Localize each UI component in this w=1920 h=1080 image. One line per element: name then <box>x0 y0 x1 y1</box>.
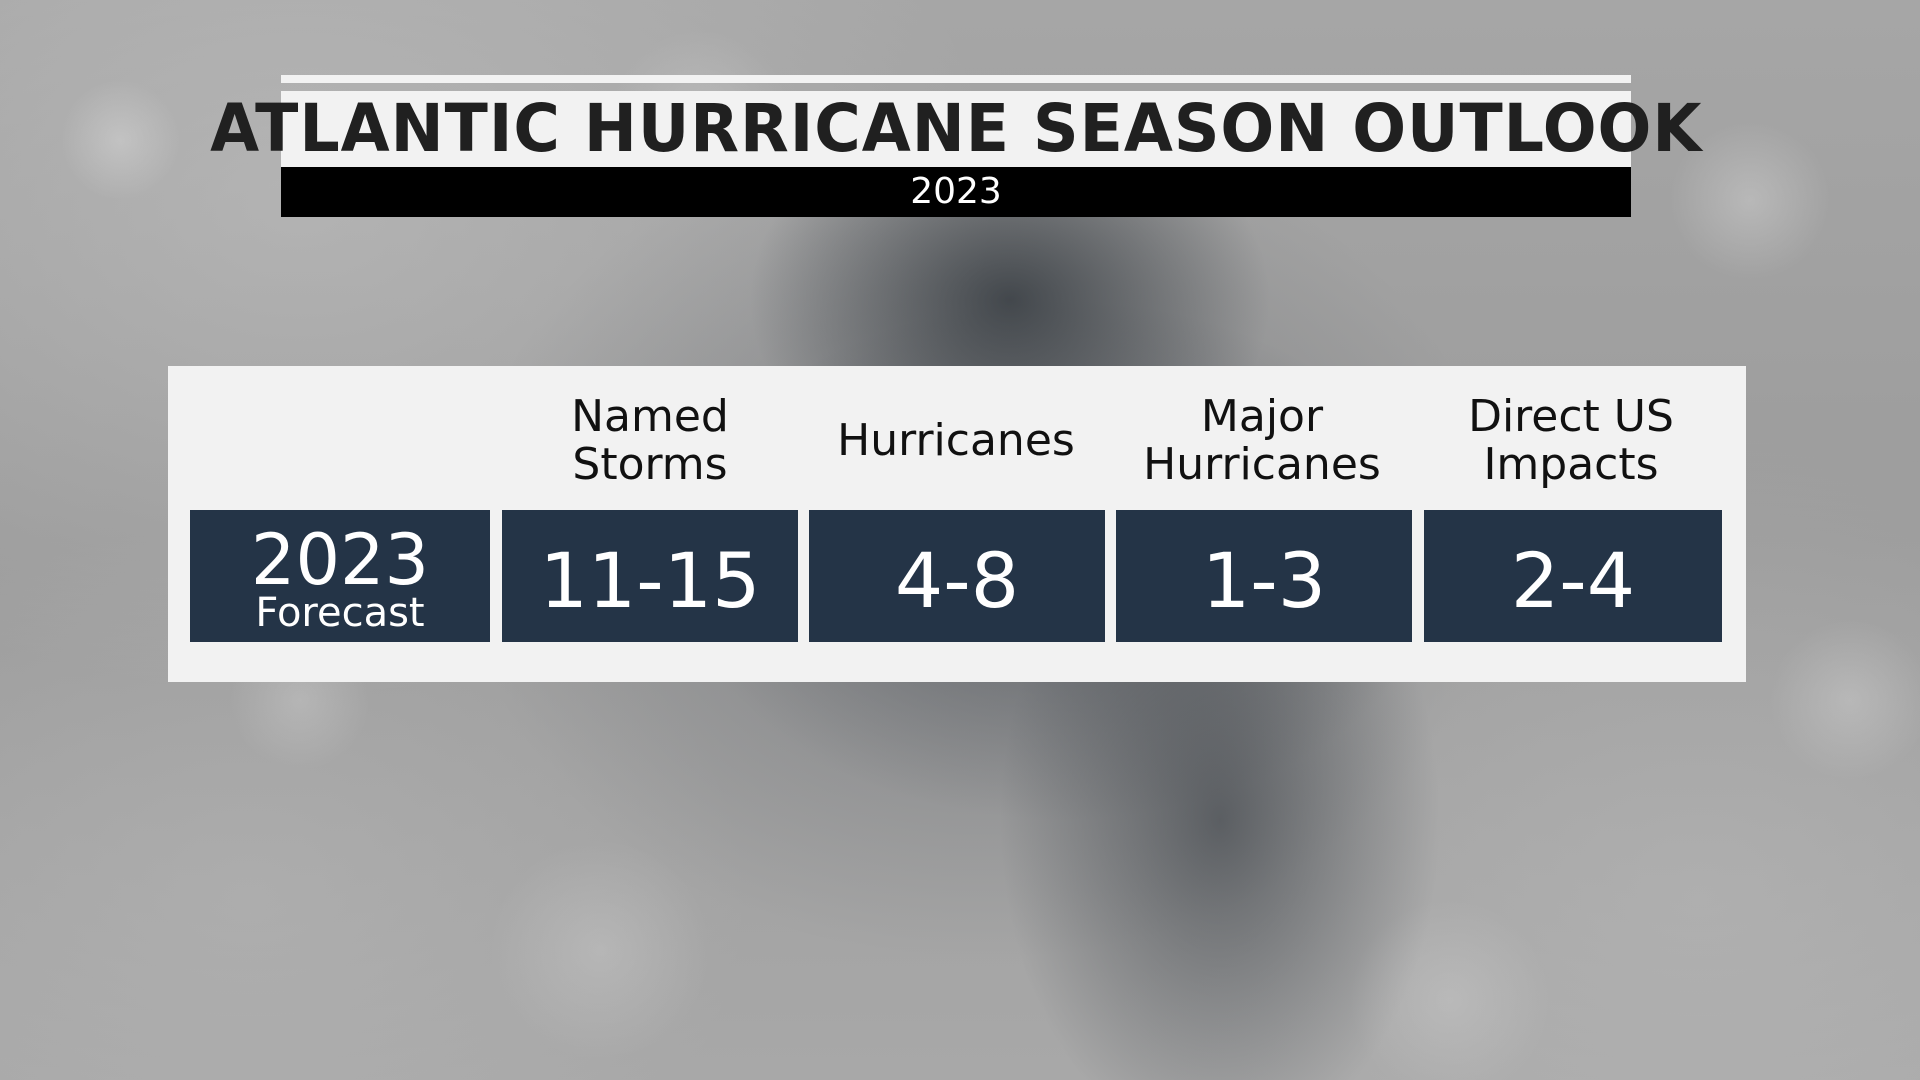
value-direct-us-impacts: 2-4 <box>1510 536 1636 625</box>
value-hurricanes: 4-8 <box>894 536 1020 625</box>
title-bar: ATLANTIC HURRICANE SEASON OUTLOOK <box>210 91 1701 167</box>
value-cell-direct-us-impacts: 2-4 <box>1424 510 1722 642</box>
forecast-table: Named Storms Hurricanes Major Hurricanes… <box>168 366 1746 682</box>
table-header-row: Named Storms Hurricanes Major Hurricanes… <box>168 366 1746 510</box>
value-cell-named-storms: 11-15 <box>502 510 798 642</box>
subtitle-bar: 2023 <box>281 167 1631 217</box>
page-subtitle: 2023 <box>910 171 1002 212</box>
value-cell-hurricanes: 4-8 <box>809 510 1105 642</box>
value-cell-major-hurricanes: 1-3 <box>1116 510 1412 642</box>
column-header-named-storms: Named Storms <box>571 391 729 490</box>
row-label-forecast: Forecast <box>255 590 425 636</box>
value-major-hurricanes: 1-3 <box>1201 536 1327 625</box>
title-top-rule <box>281 75 1631 83</box>
value-named-storms: 11-15 <box>539 536 761 625</box>
column-header-direct-us-impacts: Direct US Impacts <box>1468 391 1674 490</box>
column-header-major-hurricanes: Major Hurricanes <box>1143 391 1381 490</box>
column-header-hurricanes: Hurricanes <box>837 415 1075 466</box>
row-label-year: 2023 <box>250 519 430 601</box>
title-block: ATLANTIC HURRICANE SEASON OUTLOOK 2023 <box>210 75 1701 217</box>
row-label-cell: 2023 Forecast <box>190 510 490 642</box>
page-title: ATLANTIC HURRICANE SEASON OUTLOOK <box>209 90 1703 167</box>
